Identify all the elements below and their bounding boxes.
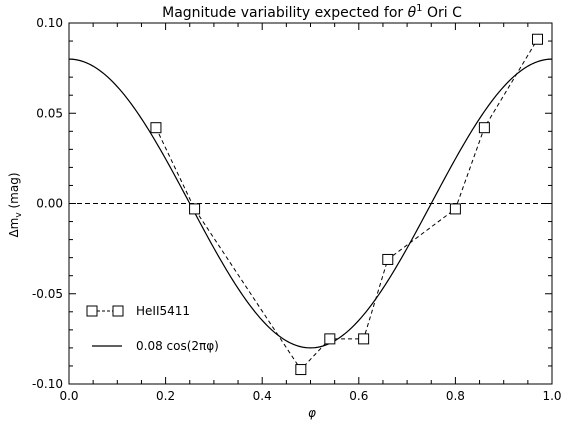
observed-data-point <box>150 122 162 134</box>
observed-data-point <box>324 333 336 345</box>
observed-data-point <box>532 33 544 45</box>
x-tick-label: 0.6 <box>349 389 368 403</box>
legend-observed-marker <box>86 305 98 317</box>
observed-data-point <box>449 203 461 215</box>
chart-title: Magnitude variability expected for θ1 Or… <box>162 3 462 21</box>
x-axis-label: φ <box>308 406 316 420</box>
x-tick-label: 1.0 <box>542 389 561 403</box>
x-tick-label: 0.0 <box>59 389 78 403</box>
observed-data-point <box>189 203 201 215</box>
observed-data-point <box>295 364 307 376</box>
y-tick-label: 0.00 <box>36 197 63 211</box>
axis-ticks: 0.0 0.2 0.4 0.6 0.8 1.0 -0.10 -0.05 0.00 0.05 0.10 <box>32 16 562 403</box>
y-tick-label: -0.10 <box>32 377 63 391</box>
observed-data-point <box>382 253 394 265</box>
legend-observed-marker <box>112 305 124 317</box>
legend-observed-label: HeII5411 <box>136 304 190 318</box>
observed-series-line <box>155 38 538 371</box>
x-tick-label: 0.4 <box>253 389 272 403</box>
observed-data-point <box>358 333 370 345</box>
legend: HeII5411 0.08 cos(2πφ) <box>86 304 219 353</box>
y-axis-label: Δmv (mag) <box>7 172 24 237</box>
y-tick-label: -0.05 <box>32 287 63 301</box>
plot-area <box>68 22 553 385</box>
x-tick-label: 0.8 <box>446 389 465 403</box>
legend-model-label: 0.08 cos(2πφ) <box>136 339 219 353</box>
y-tick-label: 0.05 <box>36 106 63 120</box>
observed-data-point <box>478 122 490 134</box>
y-tick-label: 0.10 <box>36 16 63 30</box>
x-tick-label: 0.2 <box>156 389 175 403</box>
model-curve-line <box>68 58 553 349</box>
